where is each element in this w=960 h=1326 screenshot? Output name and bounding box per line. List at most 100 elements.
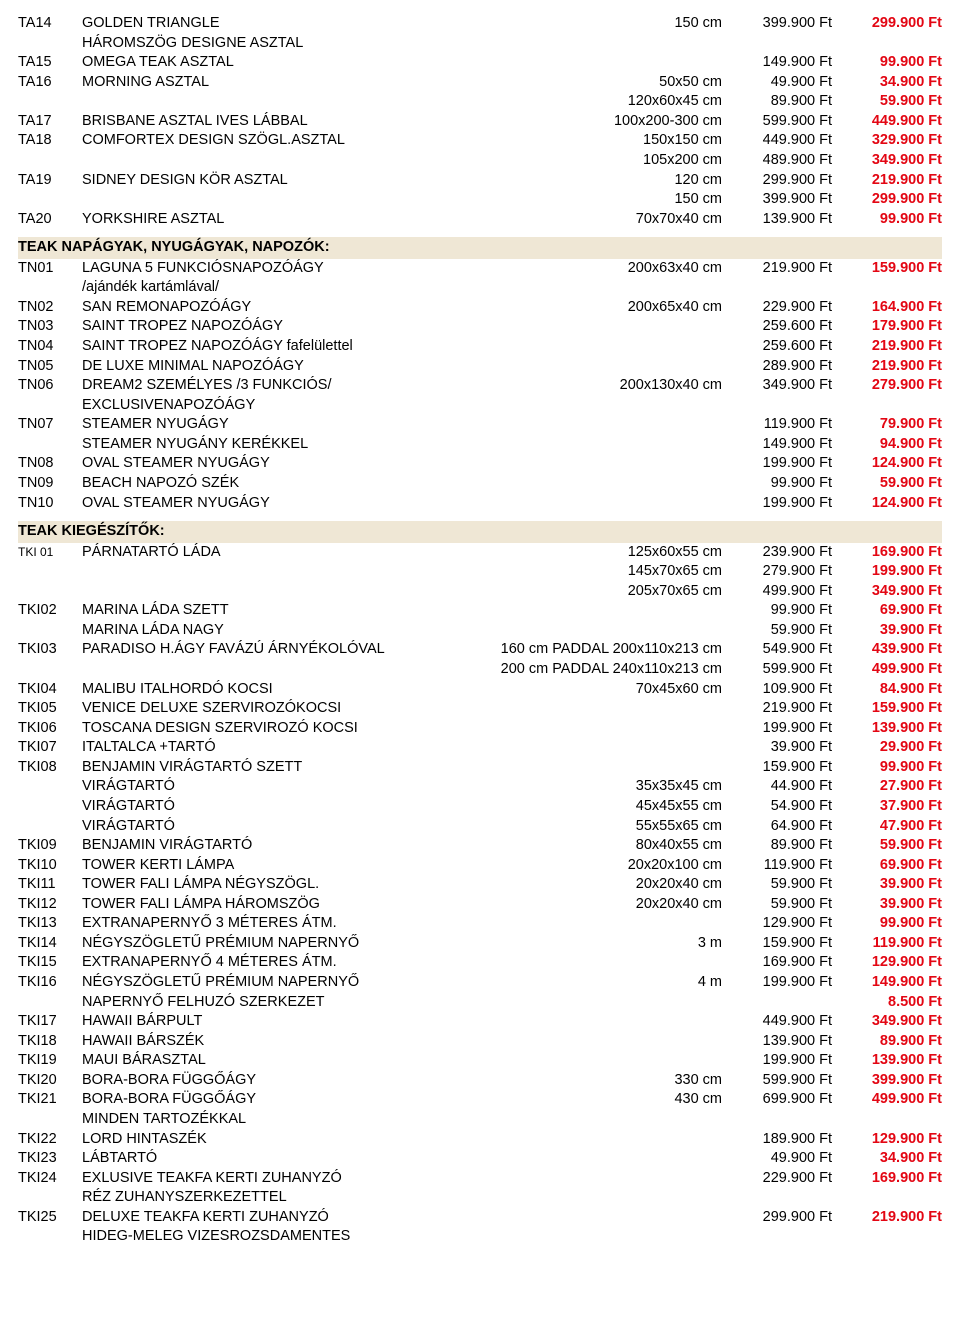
- item-code: TA20: [18, 210, 82, 230]
- item-old-price: 289.900 Ft: [732, 357, 832, 377]
- item-old-price: 599.900 Ft: [732, 660, 832, 680]
- table-row: HÁROMSZÖG DESIGNE ASZTAL: [18, 34, 942, 54]
- item-new-price: 124.900 Ft: [832, 494, 942, 514]
- item-size: 200x63x40 cm: [452, 259, 732, 279]
- item-new-price: 124.900 Ft: [832, 454, 942, 474]
- table-row: TKI02MARINA LÁDA SZETT99.900 Ft69.900 Ft: [18, 601, 942, 621]
- item-new-price: 349.900 Ft: [832, 1012, 942, 1032]
- item-new-price: 219.900 Ft: [832, 1208, 942, 1228]
- item-name: HAWAII BÁRPULT: [82, 1012, 452, 1032]
- item-old-price: 54.900 Ft: [732, 797, 832, 817]
- item-old-price: 239.900 Ft: [732, 543, 832, 563]
- item-old-price: 189.900 Ft: [732, 1130, 832, 1150]
- item-old-price: 199.900 Ft: [732, 454, 832, 474]
- item-code: TKI14: [18, 934, 82, 954]
- item-name: OVAL STEAMER NYUGÁGY: [82, 454, 452, 474]
- item-old-price: 399.900 Ft: [732, 190, 832, 210]
- table-row: TKI12TOWER FALI LÁMPA HÁROMSZÖG20x20x40 …: [18, 895, 942, 915]
- item-old-price: 139.900 Ft: [732, 1032, 832, 1052]
- item-new-price: 329.900 Ft: [832, 131, 942, 151]
- item-code: TKI05: [18, 699, 82, 719]
- item-name: EXLUSIVE TEAKFA KERTI ZUHANYZÓ: [82, 1169, 452, 1189]
- item-name: STEAMER NYUGÁNY KERÉKKEL: [82, 435, 452, 455]
- item-new-price: 349.900 Ft: [832, 582, 942, 602]
- item-name: VIRÁGTARTÓ: [82, 797, 452, 817]
- item-size: 20x20x100 cm: [452, 856, 732, 876]
- item-name: SAINT TROPEZ NAPOZÓÁGY fafelülettel: [82, 337, 452, 357]
- table-row: TN03SAINT TROPEZ NAPOZÓÁGY259.600 Ft179.…: [18, 317, 942, 337]
- item-size: 20x20x40 cm: [452, 895, 732, 915]
- item-old-price: 109.900 Ft: [732, 680, 832, 700]
- item-old-price: 89.900 Ft: [732, 836, 832, 856]
- item-name: MARINA LÁDA SZETT: [82, 601, 452, 621]
- table-row: TN01LAGUNA 5 FUNKCIÓSNAPOZÓÁGY200x63x40 …: [18, 259, 942, 279]
- item-new-price: 129.900 Ft: [832, 1130, 942, 1150]
- item-new-price: 119.900 Ft: [832, 934, 942, 954]
- item-code: TKI08: [18, 758, 82, 778]
- item-new-price: 39.900 Ft: [832, 895, 942, 915]
- section-header: TEAK KIEGÉSZÍTŐK:: [18, 521, 942, 543]
- item-new-price: 37.900 Ft: [832, 797, 942, 817]
- item-old-price: 139.900 Ft: [732, 210, 832, 230]
- item-name: BENJAMIN VIRÁGTARTÓ: [82, 836, 452, 856]
- item-new-price: 94.900 Ft: [832, 435, 942, 455]
- item-old-price: 399.900 Ft: [732, 14, 832, 34]
- table-row: TA16MORNING ASZTAL50x50 cm49.900 Ft34.90…: [18, 73, 942, 93]
- item-name: NÉGYSZÖGLETŰ PRÉMIUM NAPERNYŐ: [82, 934, 452, 954]
- item-old-price: 219.900 Ft: [732, 699, 832, 719]
- item-code: TKI09: [18, 836, 82, 856]
- item-code: TKI02: [18, 601, 82, 621]
- item-name: EXTRANAPERNYŐ 3 MÉTERES ÁTM.: [82, 914, 452, 934]
- item-name: BORA-BORA FÜGGŐÁGY: [82, 1071, 452, 1091]
- item-new-price: 29.900 Ft: [832, 738, 942, 758]
- table-row: TKI16NÉGYSZÖGLETŰ PRÉMIUM NAPERNYŐ4 m199…: [18, 973, 942, 993]
- item-old-price: 549.900 Ft: [732, 640, 832, 660]
- item-new-price: 99.900 Ft: [832, 758, 942, 778]
- item-old-price: 299.900 Ft: [732, 1208, 832, 1228]
- item-code: TKI04: [18, 680, 82, 700]
- item-new-price: 34.900 Ft: [832, 1149, 942, 1169]
- item-old-price: 599.900 Ft: [732, 112, 832, 132]
- table-row: TKI18HAWAII BÁRSZÉK139.900 Ft89.900 Ft: [18, 1032, 942, 1052]
- table-row: STEAMER NYUGÁNY KERÉKKEL149.900 Ft94.900…: [18, 435, 942, 455]
- table-row: TN02SAN REMONAPOZÓÁGY200x65x40 cm229.900…: [18, 298, 942, 318]
- item-old-price: 129.900 Ft: [732, 914, 832, 934]
- section-header-title: TEAK NAPÁGYAK, NYUGÁGYAK, NAPOZÓK:: [18, 238, 330, 258]
- item-old-price: 39.900 Ft: [732, 738, 832, 758]
- item-name: DE LUXE MINIMAL NAPOZÓÁGY: [82, 357, 452, 377]
- item-new-price: 399.900 Ft: [832, 1071, 942, 1091]
- table-row: TA15OMEGA TEAK ASZTAL149.900 Ft99.900 Ft: [18, 53, 942, 73]
- item-size: 200x65x40 cm: [452, 298, 732, 318]
- item-code: TA19: [18, 171, 82, 191]
- table-row: TKI17HAWAII BÁRPULT449.900 Ft349.900 Ft: [18, 1012, 942, 1032]
- item-size: 100x200-300 cm: [452, 112, 732, 132]
- item-name: BORA-BORA FÜGGŐÁGY: [82, 1090, 452, 1110]
- table-row: TKI 01PÁRNATARTÓ LÁDA125x60x55 cm239.900…: [18, 543, 942, 563]
- table-row: TKI15EXTRANAPERNYŐ 4 MÉTERES ÁTM.169.900…: [18, 953, 942, 973]
- item-name: RÉZ ZUHANYSZERKEZETTEL: [82, 1188, 452, 1208]
- item-size: 50x50 cm: [452, 73, 732, 93]
- table-row: TA18COMFORTEX DESIGN SZÖGL.ASZTAL150x150…: [18, 131, 942, 151]
- item-code: TKI 01: [18, 544, 82, 560]
- item-name: TOSCANA DESIGN SZERVIROZÓ KOCSI: [82, 719, 452, 739]
- item-new-price: 159.900 Ft: [832, 259, 942, 279]
- table-row: TN08OVAL STEAMER NYUGÁGY199.900 Ft124.90…: [18, 454, 942, 474]
- section-header-title: TEAK KIEGÉSZÍTŐK:: [18, 522, 165, 542]
- item-size: 4 m: [452, 973, 732, 993]
- item-new-price: 219.900 Ft: [832, 357, 942, 377]
- item-name: MORNING ASZTAL: [82, 73, 452, 93]
- table-row: MINDEN TARTOZÉKKAL: [18, 1110, 942, 1130]
- item-code: TKI17: [18, 1012, 82, 1032]
- item-new-price: 99.900 Ft: [832, 53, 942, 73]
- item-code: TN02: [18, 298, 82, 318]
- item-old-price: 349.900 Ft: [732, 376, 832, 396]
- item-new-price: 89.900 Ft: [832, 1032, 942, 1052]
- section-header: TEAK NAPÁGYAK, NYUGÁGYAK, NAPOZÓK:: [18, 237, 942, 259]
- item-new-price: 59.900 Ft: [832, 474, 942, 494]
- item-name: ITALTALCA +TARTÓ: [82, 738, 452, 758]
- item-old-price: 89.900 Ft: [732, 92, 832, 112]
- table-row: MARINA LÁDA NAGY59.900 Ft39.900 Ft: [18, 621, 942, 641]
- item-new-price: 59.900 Ft: [832, 92, 942, 112]
- item-name: SAN REMONAPOZÓÁGY: [82, 298, 452, 318]
- table-row: TKI13EXTRANAPERNYŐ 3 MÉTERES ÁTM.129.900…: [18, 914, 942, 934]
